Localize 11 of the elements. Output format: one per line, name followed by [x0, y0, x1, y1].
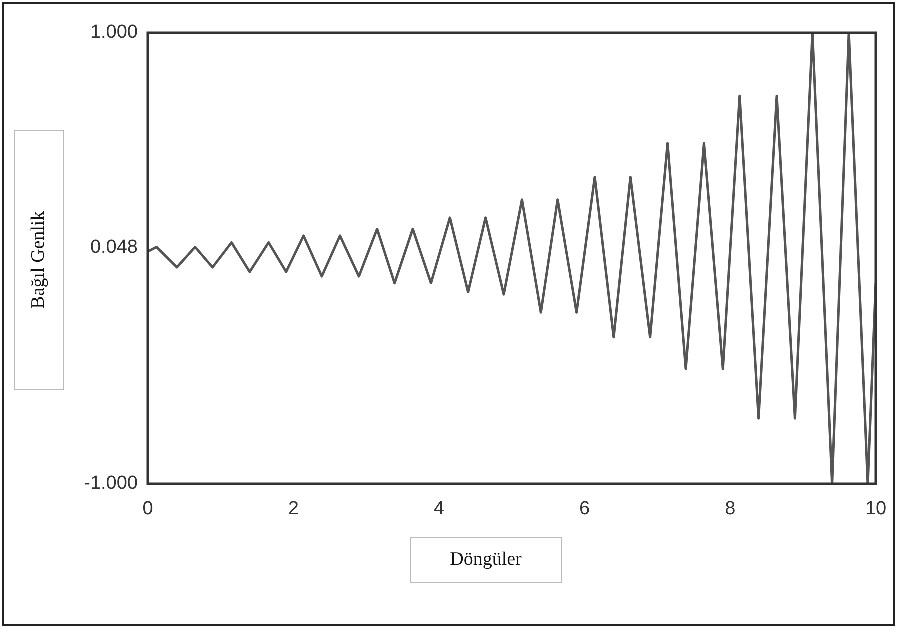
y-tick-label: 0.048	[90, 236, 138, 258]
y-tick-label: -1.000	[84, 473, 138, 494]
x-tick-label: 6	[580, 498, 590, 520]
y-axis-title: Bağıl Genlik	[28, 211, 50, 309]
x-tick-label: 4	[434, 498, 445, 520]
y-tick-label: 1.000	[90, 22, 138, 44]
x-tick-label: 0	[142, 498, 154, 520]
x-tick-label: 8	[725, 498, 736, 520]
x-tick-label: 2	[288, 498, 299, 520]
x-tick-label: 10	[865, 498, 887, 520]
x-axis-title: Döngüler	[410, 537, 562, 583]
